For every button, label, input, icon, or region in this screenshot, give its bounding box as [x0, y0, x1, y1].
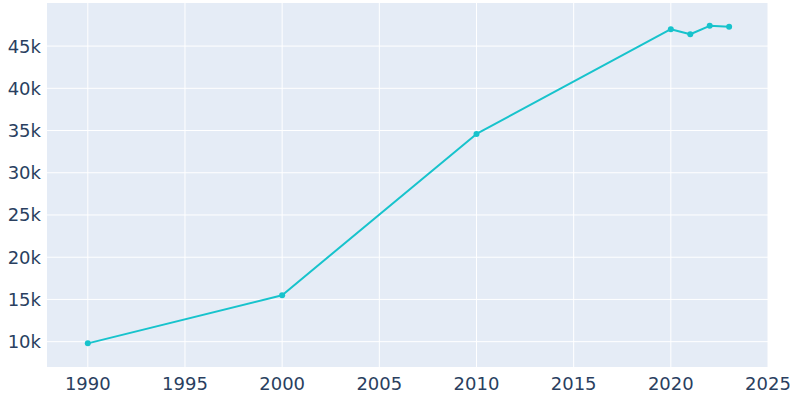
x-grid-line [379, 3, 380, 367]
y-tick-label: 30k [8, 162, 42, 183]
plot-background [47, 3, 768, 367]
x-tick-label: 2005 [356, 373, 402, 394]
chart-container: 1990 1995 2000 2005 2010 2015 2020 2025 10k 15k 20… [0, 0, 800, 400]
x-grid-line [573, 3, 574, 367]
y-grid-line [47, 130, 768, 131]
marker [473, 131, 479, 137]
y-tick-label: 35k [8, 120, 42, 141]
y-grid-line [47, 172, 768, 173]
x-tick-label: 2025 [745, 373, 791, 394]
y-tick-label: 10k [8, 331, 42, 352]
data [85, 23, 732, 347]
x-tick-label: 1995 [162, 373, 208, 394]
x-grid-line [670, 3, 671, 367]
marker [668, 26, 674, 32]
y-grid-line [47, 88, 768, 89]
marker [707, 23, 713, 29]
x-tick-label: 2020 [648, 373, 694, 394]
y-grid-line [47, 299, 768, 300]
tick-labels: 1990 1995 2000 2005 2010 2015 2020 2025 10k 15k 20… [8, 36, 791, 394]
x-grid-line [768, 3, 769, 367]
y-grid-line [47, 341, 768, 342]
y-tick-label: 45k [8, 36, 42, 57]
line [88, 26, 729, 344]
x-tick-label: 2010 [454, 373, 500, 394]
x-tick-label: 2000 [259, 373, 305, 394]
x-grid-line [476, 3, 477, 367]
y-grid-line [47, 257, 768, 258]
y-grid-line [47, 214, 768, 215]
x-grid-line [184, 3, 185, 367]
x-tick-label: 1990 [65, 373, 111, 394]
marker [85, 340, 91, 346]
y-tick-label: 20k [8, 247, 42, 268]
x-grid-line [87, 3, 88, 367]
grid [47, 3, 768, 367]
marker [726, 24, 732, 30]
chart: 1990 1995 2000 2005 2010 2015 2020 2025 10k 15k 20… [0, 0, 800, 400]
x-tick-label: 2015 [551, 373, 597, 394]
y-tick-label: 40k [8, 78, 42, 99]
marker [279, 292, 285, 298]
marker [687, 31, 693, 37]
y-tick-label: 15k [8, 289, 42, 310]
x-grid-line [282, 3, 283, 367]
y-tick-label: 25k [8, 204, 42, 225]
y-grid-line [47, 46, 768, 47]
